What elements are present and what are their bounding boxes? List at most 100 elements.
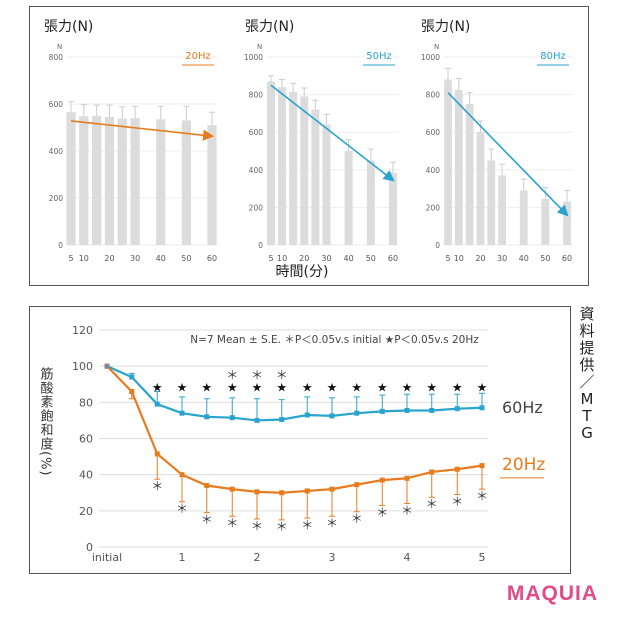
data-point xyxy=(154,401,160,407)
significance-asterisk: ＊ xyxy=(426,497,438,511)
y-tick-label: 0 xyxy=(258,241,263,250)
bar xyxy=(389,172,397,245)
bar xyxy=(563,201,571,245)
x-tick-label: 5 xyxy=(479,551,486,564)
y-unit: N xyxy=(57,43,62,51)
series-60Hz xyxy=(104,363,485,423)
bar xyxy=(344,151,353,245)
x-tick-label: 50 xyxy=(540,254,550,263)
data-point xyxy=(404,475,410,481)
significance-asterisk: ＊ xyxy=(301,518,313,532)
significance-star: ★ xyxy=(276,380,287,394)
data-point xyxy=(204,414,210,420)
significance-star: ★ xyxy=(252,380,263,394)
bar xyxy=(541,198,550,245)
legend-note: N=7 Mean ± S.E. ＊P＜0.05v.s initial ★P＜0.… xyxy=(190,334,479,346)
data-point xyxy=(479,463,485,469)
bar xyxy=(465,104,474,245)
bar xyxy=(289,91,298,245)
line-chart: 0 20 40 60 80 100 120 initial 1 2 3 4 5 N=7 Mean ± S.… xyxy=(38,324,546,564)
credit-char: G xyxy=(581,424,593,442)
significance-star: ★ xyxy=(377,380,388,394)
x-tick-label: 1 xyxy=(179,551,186,564)
significance-asterisk: ＊ xyxy=(326,516,338,530)
significance-star: ★ xyxy=(351,380,362,394)
y-tick-label: 120 xyxy=(72,324,93,337)
bar xyxy=(117,118,127,245)
x-tick-label: 4 xyxy=(404,551,411,564)
y-tick-label: 0 xyxy=(58,241,63,250)
y-tick-label: 400 xyxy=(426,166,441,175)
significance-star: ★ xyxy=(402,380,413,394)
bar xyxy=(311,109,320,245)
y-unit: N xyxy=(434,43,439,51)
chart-title: 張力(N) xyxy=(245,19,294,35)
bar xyxy=(300,96,309,245)
trend-arrow xyxy=(270,84,395,182)
data-point xyxy=(254,489,260,495)
credit-char: 提 xyxy=(579,339,595,357)
series-label-60hz: 60Hz xyxy=(502,398,543,417)
data-point xyxy=(104,363,110,369)
chart-title: 張力(N) xyxy=(421,19,470,35)
x-tick-label: 10 xyxy=(79,254,89,263)
chart-title: 張力(N) xyxy=(44,19,93,35)
trend-arrow xyxy=(70,120,215,141)
x-tick-label: 5 xyxy=(68,254,73,263)
y-tick-label: 0 xyxy=(435,241,440,250)
data-point xyxy=(129,388,135,394)
x-tick-label: 60 xyxy=(562,254,572,263)
x-tick-label: 10 xyxy=(277,254,287,263)
data-point xyxy=(429,469,435,475)
credit-char: 供 xyxy=(579,356,595,374)
significance-asterisk: ＊ xyxy=(251,368,263,382)
data-point xyxy=(229,486,235,492)
significance-star: ★ xyxy=(327,380,338,394)
x-tick-label: 5 xyxy=(445,254,450,263)
y-tick-label: 60 xyxy=(79,433,93,446)
bar xyxy=(498,175,506,245)
x-tick-label: 60 xyxy=(207,254,217,263)
significance-star: ★ xyxy=(426,380,437,394)
y-unit: N xyxy=(257,43,262,51)
x-tick-label: 30 xyxy=(497,254,507,263)
y-tick-label: 1000 xyxy=(244,53,263,62)
data-point xyxy=(454,406,460,412)
y-tick-label: 200 xyxy=(426,203,441,212)
significance-asterisk: ＊ xyxy=(176,502,188,516)
bar xyxy=(454,89,463,246)
y-tick-label: 800 xyxy=(426,91,441,100)
significance-asterisk: ＊ xyxy=(476,489,488,503)
significance-asterisk: ＊ xyxy=(401,503,413,517)
bar xyxy=(66,112,76,245)
significance-asterisk: ＊ xyxy=(251,519,263,533)
oxygen-saturation-panel: 0 20 40 60 80 100 120 initial 1 2 3 4 5 N=7 Mean ± S.… xyxy=(29,306,571,574)
y-tick-label: 800 xyxy=(49,53,64,62)
data-point xyxy=(454,466,460,472)
bar xyxy=(104,116,115,245)
frequency-label: 50Hz xyxy=(366,51,392,62)
y-tick-label: 400 xyxy=(49,147,64,156)
data-point xyxy=(179,410,185,416)
significance-asterisk: ＊ xyxy=(151,479,163,493)
y-tick-label: 400 xyxy=(249,166,264,175)
data-point xyxy=(304,412,310,418)
data-point xyxy=(404,407,410,413)
trend-arrow xyxy=(447,92,569,217)
significance-asterisk: ＊ xyxy=(201,512,213,526)
bar xyxy=(207,125,217,245)
x-tick-label: initial xyxy=(92,551,122,564)
data-point xyxy=(179,472,185,478)
x-tick-label: 10 xyxy=(454,254,464,263)
data-point xyxy=(129,374,135,380)
y-tick-label: 600 xyxy=(49,100,64,109)
bar xyxy=(156,119,166,245)
tension-chart-1: 張力(N) N 0 200 400 600 800 5 10 20 30 40 50 60 20Hz xyxy=(44,19,218,263)
bar xyxy=(267,81,275,245)
y-tick-label: 1000 xyxy=(421,53,440,62)
credit-char: 料 xyxy=(579,322,595,340)
significance-star: ★ xyxy=(302,380,313,394)
